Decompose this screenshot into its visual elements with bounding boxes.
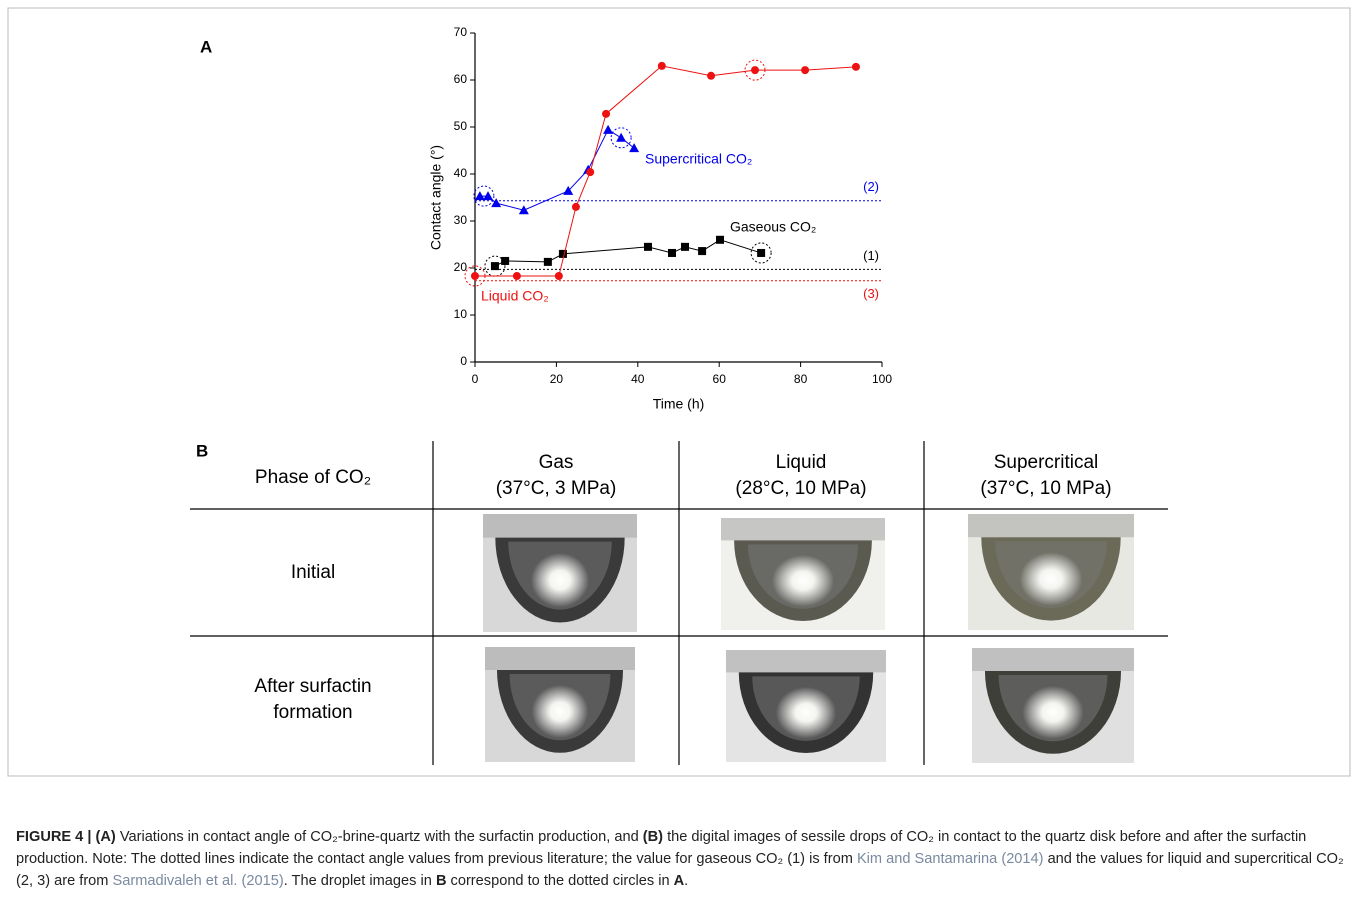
y-tick-label: 10 [454, 307, 468, 321]
caption-segment[interactable]: Sarmadivaleh et al. (2015) [113, 873, 284, 889]
series-label: Gaseous CO₂ [730, 219, 816, 235]
data-point [852, 63, 860, 71]
caption-segment: . [684, 873, 688, 889]
droplet-highlight [772, 555, 834, 607]
x-tick-label: 20 [550, 372, 564, 386]
y-tick-label: 60 [454, 72, 468, 86]
data-point [698, 247, 706, 255]
droplet-image [726, 650, 886, 762]
caption-segment: correspond to the dotted circles in [446, 873, 673, 889]
data-point [544, 258, 552, 266]
y-tick-label: 40 [454, 166, 468, 180]
row-header: Initial [291, 562, 335, 583]
data-point [707, 72, 715, 80]
y-tick-label: 20 [454, 260, 468, 274]
droplet-image [721, 518, 885, 630]
data-point [644, 243, 652, 251]
data-point [491, 262, 499, 270]
y-axis-label: Contact angle (°) [428, 145, 444, 250]
data-point [658, 62, 666, 70]
caption: FIGURE 4 | (A) Variations in contact ang… [16, 826, 1344, 892]
x-tick-label: 0 [472, 372, 479, 386]
droplet-highlight [776, 687, 836, 739]
reference-label: (3) [863, 286, 879, 301]
series-line [475, 66, 856, 276]
y-tick-label: 70 [454, 25, 468, 39]
column-header: Gas [539, 452, 574, 473]
data-point [629, 143, 639, 152]
row-header: formation [273, 702, 352, 723]
caption-segment: B [436, 873, 447, 889]
reference-label: (1) [863, 248, 879, 263]
data-point [602, 110, 610, 118]
data-point [586, 168, 594, 176]
y-tick-label: 50 [454, 119, 468, 133]
page: A B 0 10 20 30 40 50 60 70 0 20 40 60 80 100 Time (h) C… [0, 0, 1358, 901]
needle-plate [485, 647, 635, 670]
data-point [559, 250, 567, 258]
panel-label: B [196, 441, 208, 460]
x-tick-label: 60 [713, 372, 727, 386]
series-label: Liquid CO₂ [481, 288, 549, 304]
data-point [572, 203, 580, 211]
data-point [801, 66, 809, 74]
column-header: (37°C, 3 MPa) [496, 478, 617, 499]
needle-plate [726, 650, 886, 672]
droplet-highlight [532, 685, 589, 738]
caption-segment: . The droplet images in [284, 873, 436, 889]
y-tick-label: 0 [460, 354, 467, 368]
panel-label: A [200, 37, 212, 56]
data-point [751, 66, 759, 74]
droplet-image [972, 648, 1134, 763]
data-point [513, 272, 521, 280]
droplet-highlight [531, 553, 589, 607]
data-point [757, 249, 765, 257]
droplet-image [485, 647, 635, 762]
data-point [555, 272, 563, 280]
caption-segment: (B) [643, 829, 663, 845]
x-tick-label: 80 [794, 372, 808, 386]
droplet-image [968, 514, 1134, 630]
series-label: Supercritical CO₂ [645, 151, 752, 167]
x-axis-label: Time (h) [653, 396, 705, 412]
needle-plate [721, 518, 885, 540]
data-point [668, 249, 676, 257]
needle-plate [972, 648, 1134, 671]
row-header: After surfactin [254, 676, 371, 697]
caption-segment: A [674, 873, 685, 889]
droplet-highlight [1020, 552, 1083, 605]
series-line [480, 130, 634, 210]
column-header: Phase of CO₂ [255, 467, 371, 488]
data-point [716, 236, 724, 244]
column-header: (37°C, 10 MPa) [980, 478, 1111, 499]
x-tick-label: 40 [631, 372, 645, 386]
droplet-image [483, 514, 637, 632]
caption-segment: Variations in contact angle of CO₂-brine… [116, 829, 643, 845]
x-tick-label: 100 [872, 372, 892, 386]
data-point [681, 243, 689, 251]
data-point [603, 125, 613, 134]
droplet-highlight [1022, 686, 1083, 739]
data-point [471, 272, 479, 280]
column-header: Supercritical [994, 452, 1099, 473]
caption-segment[interactable]: Kim and Santamarina (2014) [857, 851, 1044, 867]
data-point [616, 133, 626, 142]
figure: A B 0 10 20 30 40 50 60 70 0 20 40 60 80 100 Time (h) C… [0, 0, 1358, 800]
y-tick-label: 30 [454, 213, 468, 227]
needle-plate [483, 514, 637, 538]
reference-label: (2) [863, 179, 879, 194]
needle-plate [968, 514, 1134, 537]
caption-segment: FIGURE 4 | (A) [16, 829, 116, 845]
column-header: Liquid [776, 452, 827, 473]
column-header: (28°C, 10 MPa) [735, 478, 866, 499]
